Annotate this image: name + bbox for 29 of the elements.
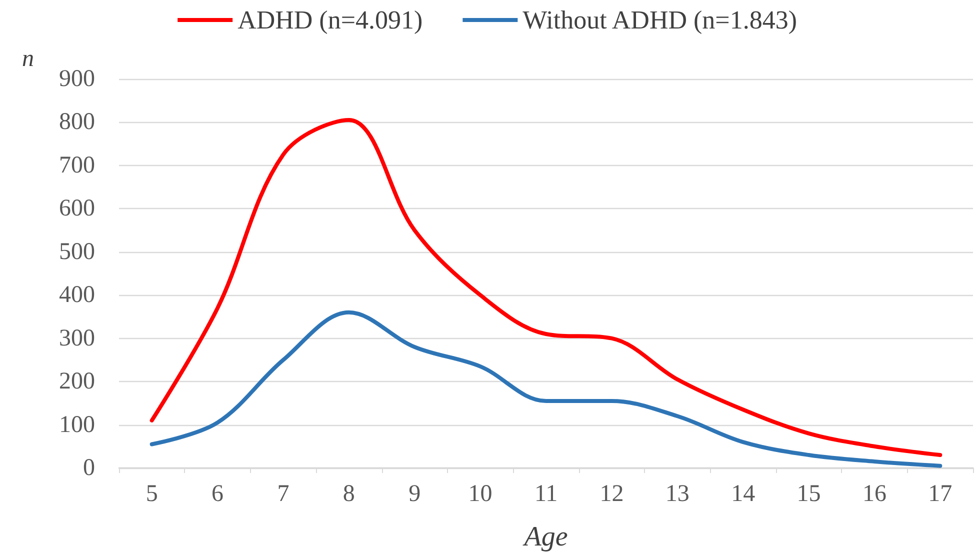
x-tick-label: 11 [534, 481, 558, 507]
legend-label: ADHD (n=4.091) [238, 6, 423, 34]
x-tick-label: 6 [212, 481, 224, 507]
y-tick-label: 800 [59, 109, 95, 136]
y-tick-label: 300 [59, 325, 95, 352]
y-axis-title: n [22, 46, 34, 72]
x-tick-label: 9 [408, 481, 421, 507]
x-tick-label: 14 [731, 481, 756, 507]
x-tick-label: 8 [342, 481, 355, 507]
x-tick-label: 15 [796, 481, 821, 507]
line-series [150, 118, 942, 458]
y-tick-label: 200 [59, 368, 95, 395]
y-tick-label: 400 [59, 282, 95, 308]
x-tick-label: 12 [600, 481, 624, 507]
y-tick-label: 600 [59, 196, 95, 222]
y-tick-label: 100 [59, 412, 95, 438]
y-tick-label: 0 [83, 455, 95, 481]
x-axis-title: Age [522, 522, 568, 552]
x-tick-label: 17 [928, 481, 952, 507]
x-tick-label: 10 [468, 481, 492, 507]
y-tick-label: 900 [59, 66, 95, 92]
x-tick-label: 5 [146, 481, 158, 507]
legend-label: Without ADHD (n=1.843) [522, 6, 797, 34]
line-series [150, 310, 942, 468]
x-tick-label: 16 [862, 481, 886, 507]
x-tick-label: 13 [665, 481, 690, 507]
y-tick-label: 700 [59, 152, 95, 178]
x-tick-label: 7 [277, 481, 290, 507]
y-tick-label: 500 [59, 238, 95, 265]
